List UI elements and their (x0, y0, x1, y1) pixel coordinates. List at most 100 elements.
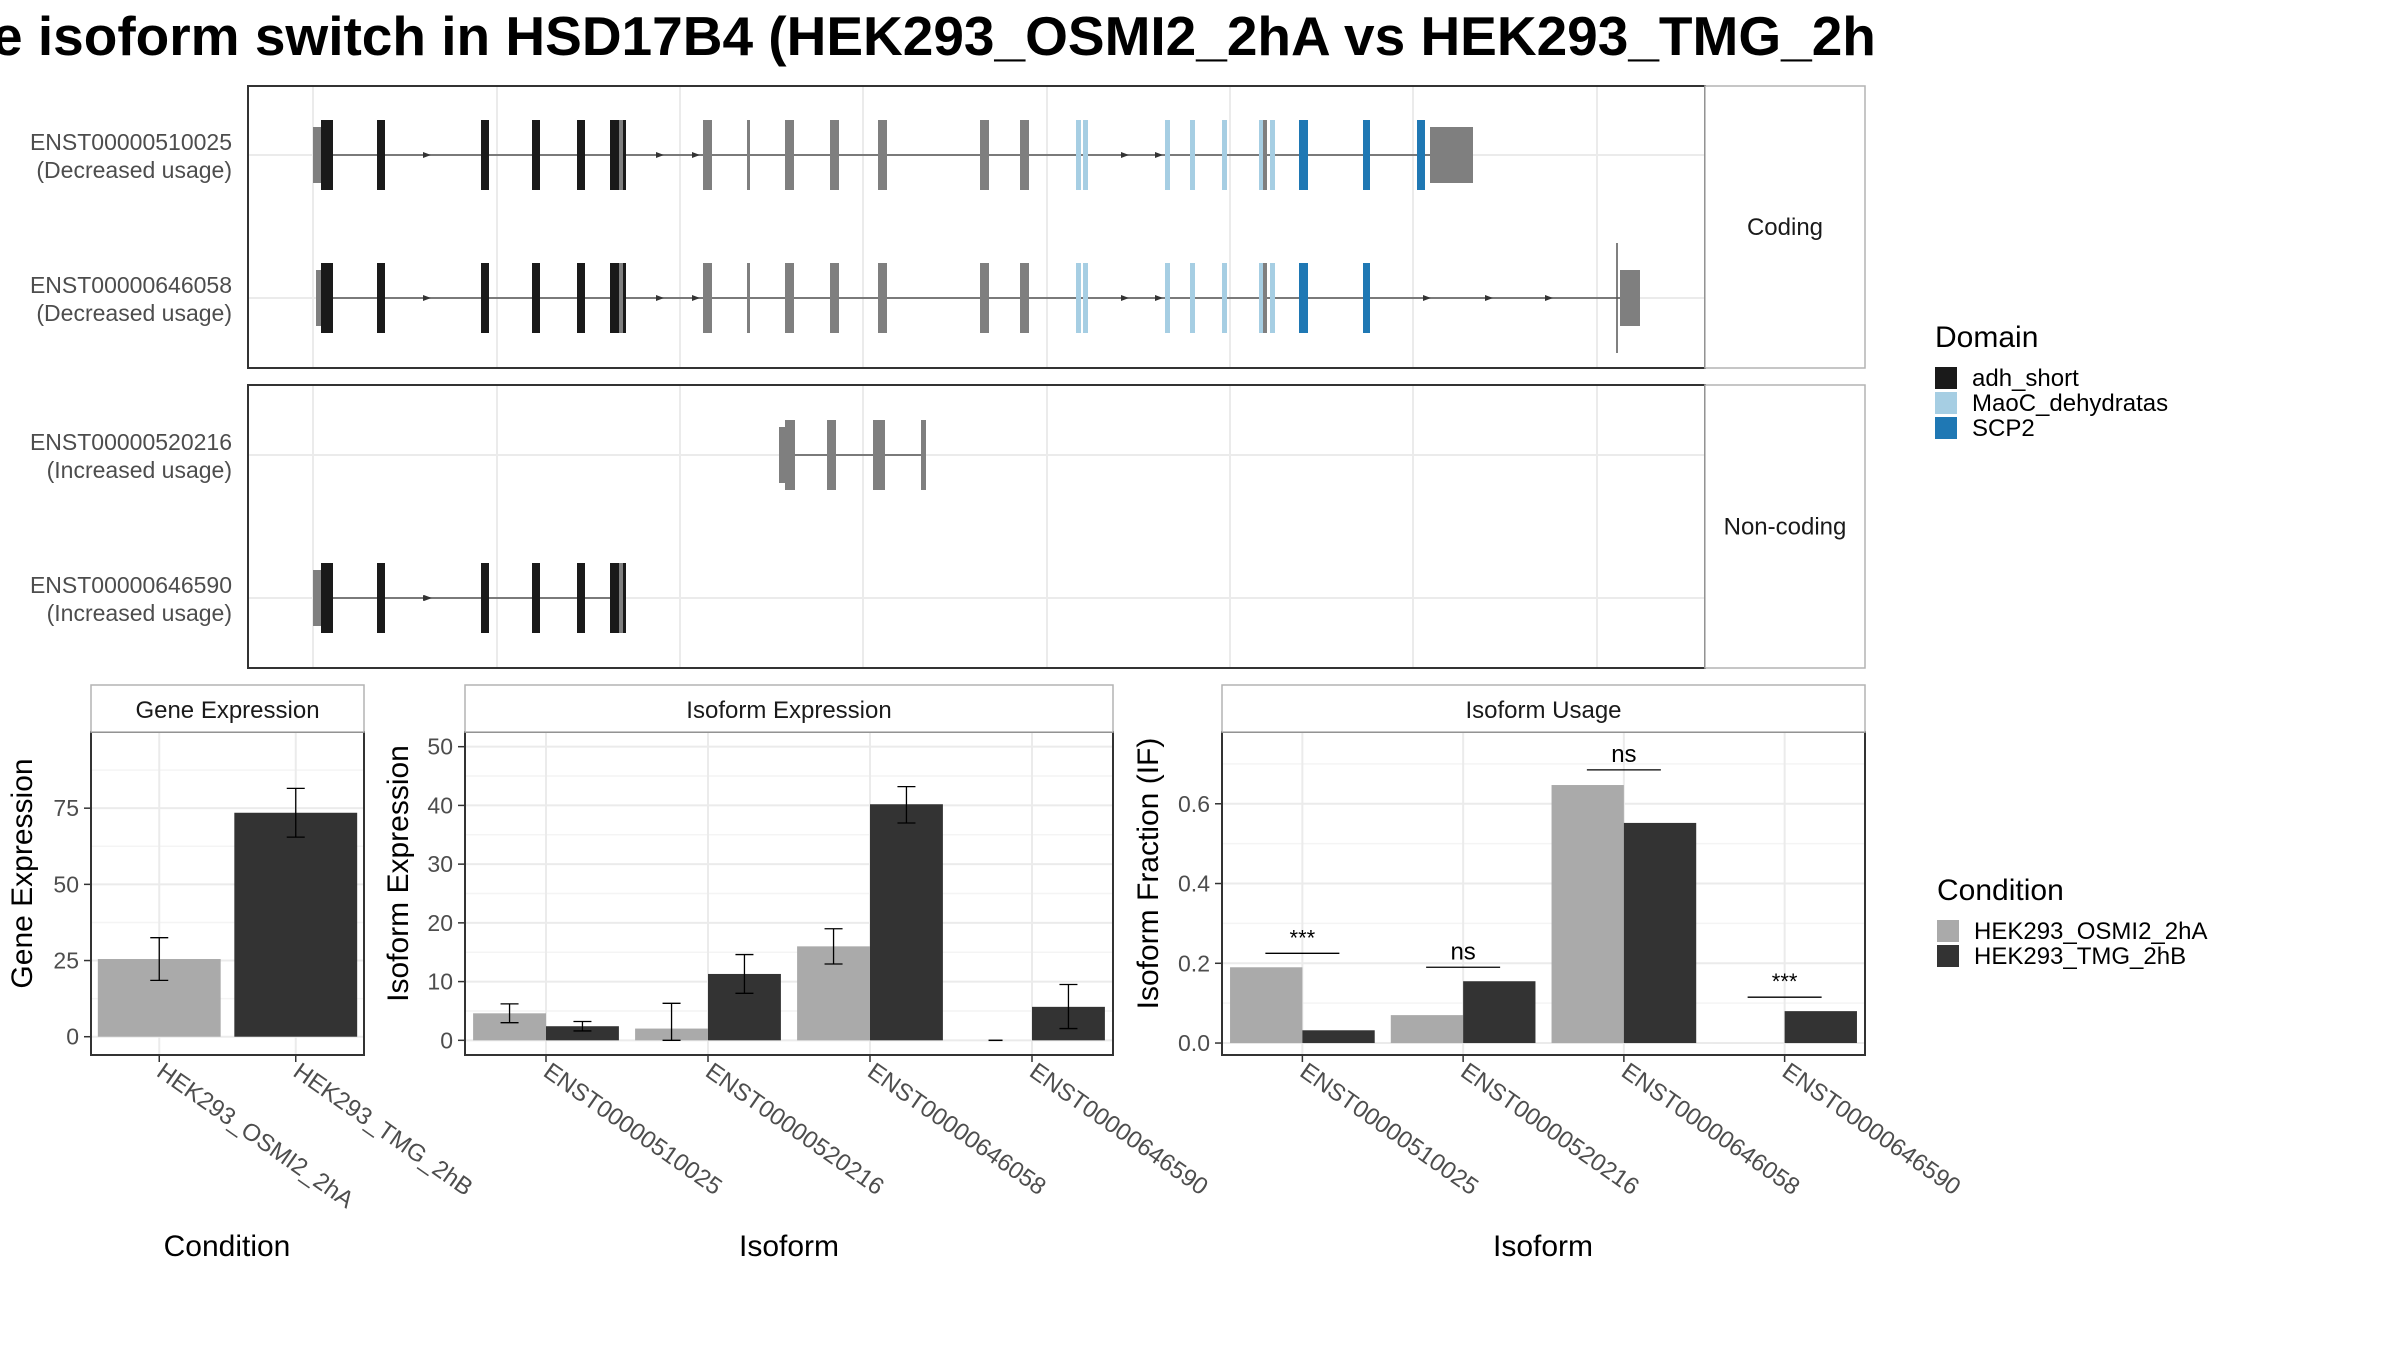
legend-swatch (1935, 392, 1957, 414)
exon-adh-short (321, 563, 328, 633)
exon-adh-short (610, 263, 620, 333)
bar-HEK293_OSMI2_2hA-ENST00000646058 (1551, 785, 1624, 1044)
exon-adh-short (481, 563, 489, 633)
exon-utr (1430, 127, 1473, 183)
exon-adh-short (377, 120, 385, 190)
exon-scp2 (1363, 120, 1370, 190)
strand-arrow (692, 295, 700, 301)
y-axis-label: Gene Expression (6, 758, 39, 988)
legend-label: HEK293_TMG_2hB (1974, 943, 2186, 970)
exon-grey (747, 263, 750, 333)
legend-swatch (1935, 417, 1957, 439)
y-tick-label: 50 (427, 734, 453, 760)
exon-adh-short (532, 563, 540, 633)
panel-strip (90, 684, 365, 733)
exon-grey (1020, 120, 1029, 190)
transcript-label-usage: (Increased usage) (47, 600, 232, 626)
exon-maoc-dehydratas (1270, 120, 1275, 190)
bar-HEK293_TMG_2hB-ENST00000510025 (546, 1026, 619, 1041)
transcript-structure-plot: ENST00000510025 (Decreased usage) ENST0000… (30, 85, 1866, 669)
panel-strip (1221, 684, 1866, 733)
strand-arrow (1545, 295, 1553, 301)
y-tick-label: 75 (53, 795, 79, 821)
y-tick-label: 0.6 (1178, 791, 1210, 817)
x-axis-label: Isoform (739, 1230, 839, 1263)
noncoding-exon (873, 420, 885, 490)
transcript-label-usage: (Decreased usage) (36, 300, 232, 326)
exon-adh-short (577, 263, 585, 333)
strand-arrow (424, 595, 432, 601)
bar-HEK293_TMG_2hB-ENST00000646058 (1623, 822, 1697, 1044)
y-axis-label: Isoform Expression (382, 745, 415, 1002)
exon-grey (1263, 120, 1267, 190)
y-tick-label: 20 (427, 910, 453, 936)
y-tick-label: 0.0 (1178, 1030, 1210, 1056)
exon-grey (1263, 263, 1267, 333)
exon-scp2 (1417, 120, 1425, 190)
significance-label: *** (1772, 969, 1798, 994)
strand-arrow (1155, 152, 1163, 158)
exon-adh-short (577, 120, 585, 190)
legend-title: Domain (1935, 321, 2038, 354)
structure-facet-coding: ENST00000510025(Decreased usage)ENST0000… (30, 85, 1866, 369)
panel-title: Isoform Expression (686, 697, 891, 724)
facet-strip (1704, 85, 1866, 369)
y-tick-label: 0 (440, 1027, 453, 1053)
y-tick-label: 0 (66, 1024, 79, 1050)
exon-adh-short (321, 120, 328, 190)
strand-arrow (1155, 295, 1163, 301)
strand-arrow (1121, 295, 1129, 301)
exon-grey (785, 120, 794, 190)
facet-strip (1704, 384, 1866, 669)
strand-arrow (656, 295, 664, 301)
legend-swatch (1935, 367, 1957, 389)
bar-HEK293_TMG_2hB-ENST00000510025 (1302, 1030, 1375, 1044)
strand-arrow (692, 152, 700, 158)
facet-strip-label: Coding (1747, 214, 1823, 241)
structure-panel-background (248, 385, 1705, 668)
exon-adh-short (610, 120, 620, 190)
exon-utr (316, 270, 325, 326)
bar-HEK293_TMG_2hB-ENST00000646058 (870, 804, 943, 1041)
bar-HEK293_TMG_2hB-ENST00000520216 (1463, 981, 1536, 1044)
legend-label: adh_short (1972, 365, 2079, 392)
exon-scp2 (1299, 120, 1308, 190)
legend-label: SCP2 (1972, 415, 2035, 442)
transcript-label-id: ENST00000510025 (30, 129, 232, 155)
exon-grey (830, 263, 839, 333)
bar-HEK293_OSMI2_2hA-ENST00000510025 (1230, 967, 1303, 1044)
exon-adh-short (481, 263, 489, 333)
significance-label: *** (1290, 925, 1316, 950)
exon-maoc-dehydratas (1076, 263, 1081, 333)
exon-scp2 (1363, 263, 1370, 333)
transcript-track-ENST00000520216 (779, 420, 926, 490)
exon-maoc-dehydratas (1270, 263, 1275, 333)
y-tick-label: 10 (427, 969, 453, 995)
x-axis-label: Isoform (1493, 1230, 1593, 1263)
exon-grey (747, 120, 750, 190)
transcript-label-id: ENST00000520216 (30, 429, 232, 455)
y-tick-label: 25 (53, 948, 79, 974)
noncoding-exon (785, 420, 795, 490)
exon-maoc-dehydratas (1076, 120, 1081, 190)
exon-scp2 (1299, 263, 1308, 333)
exon-adh-short (325, 563, 333, 633)
strand-arrow (423, 152, 431, 158)
facet-strip-label: Non-coding (1724, 514, 1847, 541)
transcript-label-id: ENST00000646590 (30, 572, 232, 598)
exon-grey (703, 263, 712, 333)
exon-utr (619, 563, 623, 633)
legend-label: MaoC_dehydratas (1972, 390, 2168, 417)
exon-utr (1620, 270, 1640, 326)
bar-HEK293_TMG_2hB-ENST00000646590 (1784, 1011, 1857, 1044)
exon-grey (830, 120, 839, 190)
significance-label: ns (1450, 938, 1475, 965)
exon-adh-short (610, 563, 620, 633)
panel-strip (464, 684, 1114, 733)
y-tick-label: 40 (427, 792, 453, 818)
exon-adh-short (325, 263, 333, 333)
structure-facet-non-coding: ENST00000520216 (Increased usage)ENST0000… (30, 384, 1866, 669)
exon-maoc-dehydratas (1165, 263, 1170, 333)
exon-grey (980, 263, 989, 333)
exon-grey (980, 120, 989, 190)
